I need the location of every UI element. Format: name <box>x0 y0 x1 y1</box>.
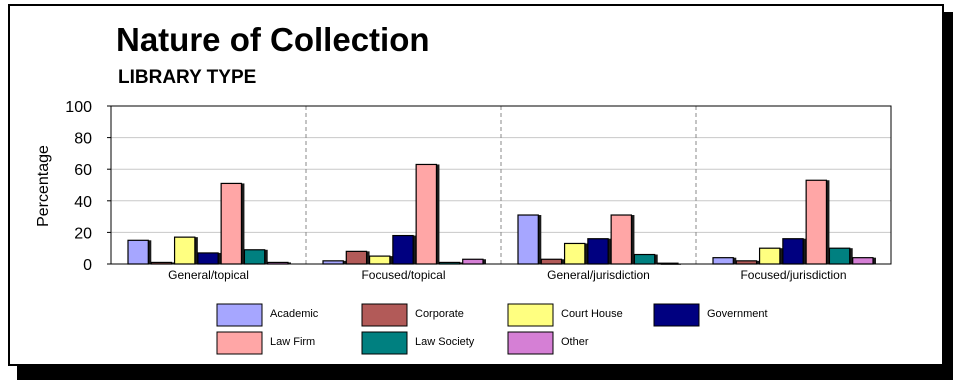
legend-swatch-law-firm <box>216 331 263 355</box>
bar-other <box>852 257 874 265</box>
y-tick-label: 80 <box>74 131 92 148</box>
bar-court-house <box>368 255 391 265</box>
bar-other <box>462 258 484 265</box>
y-tick-label: 60 <box>74 162 92 179</box>
bar-law-society <box>633 253 656 265</box>
bar-law-firm <box>220 182 243 265</box>
legend-swatch-other <box>507 331 554 355</box>
bar-court-house <box>173 236 196 265</box>
chart-subtitle: LIBRARY TYPE <box>118 67 256 88</box>
x-category-label: Focused/topical <box>361 268 445 282</box>
x-category-label: General/topical <box>168 268 249 282</box>
bar-government <box>392 234 414 265</box>
bar-law-society <box>243 249 266 265</box>
y-tick-label: 20 <box>74 225 92 242</box>
legend-label: Government <box>707 308 768 320</box>
x-category-label: General/jurisdiction <box>547 268 650 282</box>
legend-swatch-court-house <box>507 303 554 327</box>
bar-government <box>782 238 804 265</box>
legend-label: Court House <box>561 308 623 320</box>
legend-label: Law Society <box>415 336 475 348</box>
bar-law-firm <box>415 163 438 265</box>
y-tick-label: 40 <box>74 194 92 211</box>
bar-academic <box>517 214 539 265</box>
legend-swatch-law-society <box>361 331 408 355</box>
bar-corporate <box>540 258 563 265</box>
bar-corporate <box>345 250 368 265</box>
legend-swatch-academic <box>216 303 263 327</box>
chart-title: Nature of Collection <box>116 21 430 58</box>
bar-academic <box>127 239 149 265</box>
bar-academic <box>712 257 734 265</box>
y-tick-label: 100 <box>65 99 92 116</box>
y-tick-label: 0 <box>83 257 92 274</box>
bar-government <box>197 252 219 265</box>
y-axis-label: Percentage <box>35 145 52 227</box>
bar-law-firm <box>805 179 828 265</box>
x-category-label: Focused/jurisdiction <box>740 268 846 282</box>
bar-law-firm <box>610 214 633 265</box>
plot-area-border <box>110 105 892 265</box>
chart-frame <box>8 4 944 366</box>
legend-swatch-government <box>653 303 700 327</box>
bar-court-house <box>563 242 586 265</box>
bar-court-house <box>758 247 781 265</box>
bar-government <box>587 238 609 265</box>
bar-law-society <box>828 247 851 265</box>
legend-label: Law Firm <box>270 336 315 348</box>
legend-swatch-corporate <box>361 303 408 327</box>
legend-label: Other <box>561 336 589 348</box>
legend-label: Corporate <box>415 308 464 320</box>
legend-label: Academic <box>270 308 319 320</box>
